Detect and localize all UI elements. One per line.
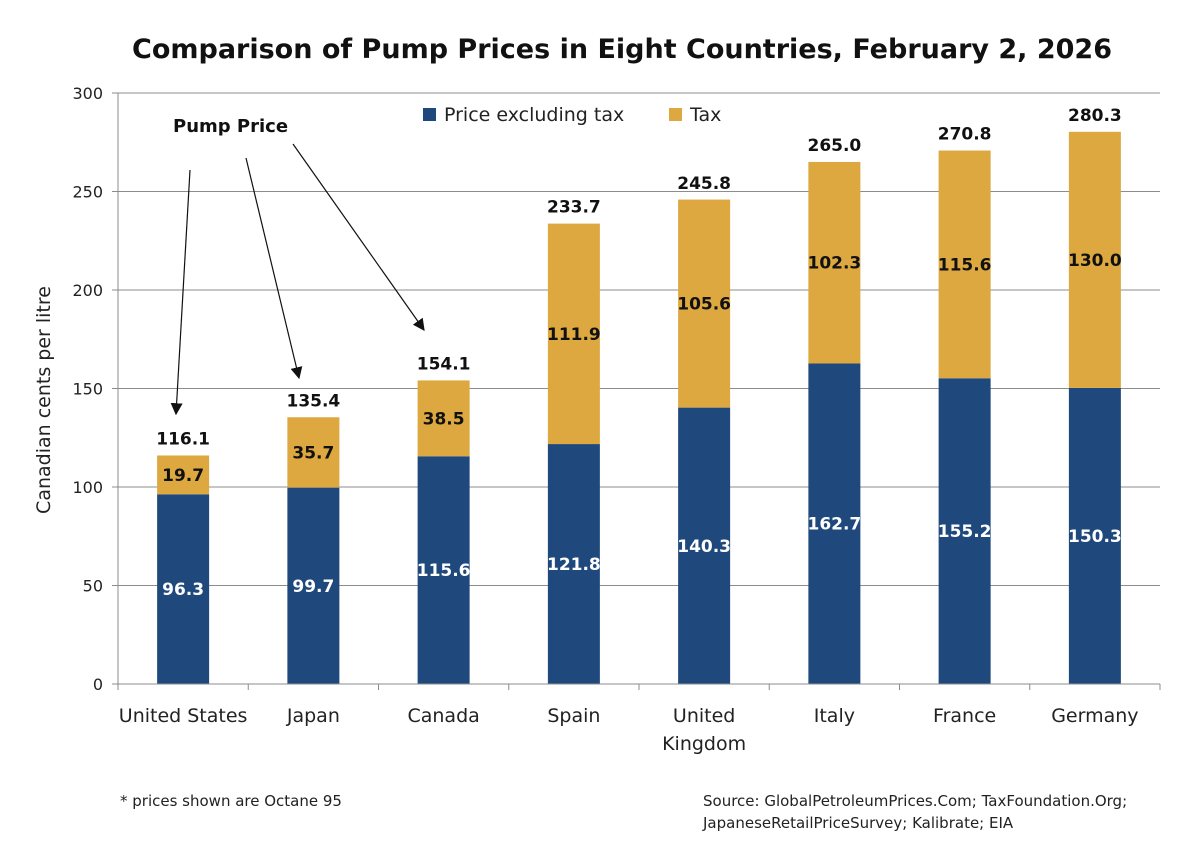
legend-label: Tax	[689, 104, 721, 126]
x-category-label: France	[933, 705, 996, 727]
x-category-label: Germany	[1051, 705, 1138, 727]
segment-value-label: 140.3	[677, 537, 731, 557]
y-axis-label: Canadian cents per litre	[33, 286, 55, 514]
segment-value-label: 35.7	[292, 443, 334, 463]
segment-value-label: 130.0	[1068, 251, 1122, 271]
segment-value-label: 96.3	[162, 580, 204, 600]
bar-price-excl-tax	[678, 407, 731, 684]
legend-label: Price excluding tax	[444, 104, 624, 126]
bar-tax	[547, 223, 600, 445]
bar-tax	[678, 199, 731, 408]
y-tick-label: 100	[72, 478, 103, 497]
segment-value-label: 111.9	[547, 325, 601, 345]
bar-price-excl-tax	[157, 494, 210, 684]
y-tick-label: 0	[93, 675, 103, 694]
annotation-arrow	[170, 169, 191, 416]
source-note: Source: GlobalPetroleumPrices.Com; TaxFo…	[703, 790, 1163, 834]
x-category-label: Spain	[547, 705, 600, 727]
annotation-label: Pump Price	[173, 116, 288, 137]
legend: Price excluding tax Tax	[423, 104, 721, 126]
bar-price-excl-tax	[287, 487, 340, 684]
segment-value-label: 115.6	[417, 561, 471, 581]
gridlines	[118, 92, 1160, 586]
bar-tax	[287, 417, 340, 488]
bar-price-excl-tax	[547, 444, 600, 684]
source-line-2: JapaneseRetailPriceSurvey; Kalibrate; EI…	[703, 814, 1014, 832]
total-value-label: 265.0	[807, 136, 861, 156]
total-value-label: 116.1	[156, 429, 210, 449]
y-tick-label: 250	[72, 183, 103, 202]
annotation: Pump Price	[170, 116, 425, 416]
axes: 0 50 100 150 200 250 300 United States Japan Cana…	[72, 84, 1161, 755]
total-value-label: 245.8	[677, 174, 731, 194]
segment-value-label: 102.3	[807, 254, 861, 274]
bar-price-excl-tax	[938, 378, 991, 684]
chart-title: Comparison of Pump Prices in Eight Count…	[132, 34, 1112, 65]
segment-value-label: 38.5	[423, 409, 465, 429]
segment-value-label: 155.2	[938, 522, 992, 542]
segment-value-label: 150.3	[1068, 527, 1122, 547]
segment-value-label: 121.8	[547, 555, 601, 575]
bar-tax	[417, 380, 470, 457]
bar-tax	[157, 455, 210, 495]
total-value-label: 270.8	[938, 125, 992, 145]
y-tick-label: 50	[83, 577, 103, 596]
bar-tax	[808, 161, 861, 364]
annotation-arrow	[292, 143, 425, 331]
segment-value-label: 99.7	[292, 577, 334, 597]
legend-swatch	[423, 108, 436, 121]
bar-tax	[1068, 131, 1121, 388]
segment-value-label: 19.7	[162, 466, 204, 486]
data-labels: 96.3 19.7 116.1 99.7 35.7 135.4 115.6 38.5 154.1…	[156, 106, 1122, 600]
footnote: * prices shown are Octane 95	[120, 792, 342, 810]
total-value-label: 233.7	[547, 198, 601, 218]
source-line-1: Source: GlobalPetroleumPrices.Com; TaxFo…	[703, 792, 1128, 810]
y-tick-label: 200	[72, 281, 103, 300]
segment-value-label: 105.6	[677, 295, 731, 315]
x-category-label: United	[673, 705, 735, 727]
bar-price-excl-tax	[1068, 387, 1121, 684]
segment-value-label: 162.7	[807, 515, 861, 535]
y-tick-label: 300	[72, 84, 103, 103]
x-category-label: Italy	[814, 705, 855, 727]
annotation-arrow	[245, 157, 303, 380]
total-value-label: 280.3	[1068, 106, 1122, 126]
segment-value-label: 115.6	[938, 255, 992, 275]
bars	[157, 131, 1121, 684]
bar-tax	[938, 150, 991, 379]
legend-swatch	[669, 108, 682, 121]
x-category-label: United States	[119, 705, 248, 727]
x-category-label: Canada	[407, 705, 479, 727]
total-value-label: 154.1	[417, 354, 471, 374]
y-tick-label: 150	[72, 380, 103, 399]
x-category-label: Kingdom	[662, 733, 746, 755]
bar-price-excl-tax	[417, 456, 470, 684]
x-category-label: Japan	[286, 705, 340, 727]
total-value-label: 135.4	[286, 391, 340, 411]
bar-price-excl-tax	[808, 363, 861, 684]
